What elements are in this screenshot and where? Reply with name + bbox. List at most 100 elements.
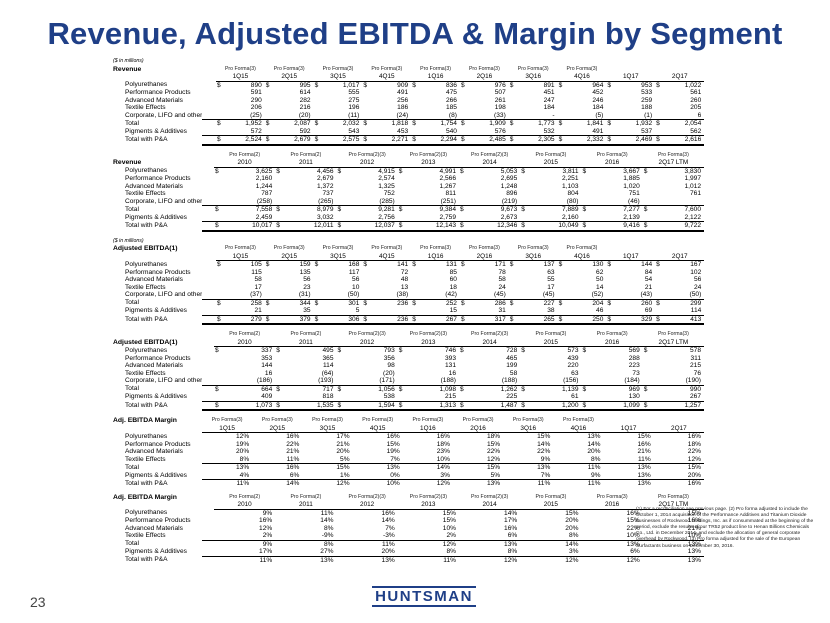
value-cell: 267 — [689, 393, 701, 400]
lead-cell — [202, 548, 214, 556]
lead-cell — [202, 261, 216, 269]
currency-symbol — [453, 448, 462, 456]
table-grid: Pro Forma(2) Pro Forma(2) Pro Forma(2)(3) P… — [113, 152, 704, 232]
value-cell: 12% — [468, 555, 521, 564]
currency-symbol — [275, 190, 284, 198]
value-cell: 13% — [651, 555, 704, 564]
value-cell: 1,020 — [623, 182, 640, 190]
currency-symbol — [459, 183, 468, 191]
currency-symbol — [252, 479, 262, 488]
currency-symbol — [520, 370, 529, 378]
currency-symbol — [411, 112, 420, 120]
value-cell: 186 — [397, 104, 409, 111]
value-cell: 964 — [592, 81, 604, 89]
value-cell: 21% — [637, 448, 651, 455]
currency-symbol — [403, 433, 412, 441]
currency-symbol — [362, 128, 371, 136]
currency-symbol — [603, 463, 613, 472]
value-cell: (24) — [396, 111, 409, 119]
currency-symbol — [353, 441, 362, 449]
value-cell: 18 — [449, 283, 457, 291]
value-cell: 507 — [494, 89, 506, 96]
currency-symbol — [403, 441, 412, 449]
value-cell: 16% — [386, 433, 400, 440]
proforma-label: Pro Forma(2) — [229, 331, 261, 337]
value-cell: 2,756 — [378, 213, 395, 221]
value-cell: 2,566 — [439, 175, 456, 182]
proforma-label: Pro Forma(3) — [468, 245, 500, 251]
proforma-label: Pro Forma(2)(3) — [409, 331, 447, 337]
value-cell: 14% — [320, 517, 334, 524]
value-cell: 452 — [592, 89, 604, 96]
table-rev-q: ($ in millions) Revenue Pro Forma(3) Pro Fo… — [113, 58, 705, 146]
currency-symbol: $ — [520, 400, 530, 411]
value-cell: 167 — [690, 261, 702, 268]
currency-symbol: $ — [275, 221, 285, 232]
currency-symbol — [214, 214, 223, 222]
currency-symbol — [459, 555, 468, 564]
period-header-row: Revenue 2010 2011 2012 2013 2014 2015 2016 2Q17 … — [113, 159, 704, 168]
currency-symbol — [604, 448, 613, 456]
slide-title: Revenue, Adjusted EBITDA & Margin by Seg… — [47, 16, 783, 51]
value-cell: 8% — [323, 524, 334, 532]
lead-spacer — [202, 501, 214, 509]
currency-symbol: $ — [521, 347, 525, 354]
currency-symbol: $ — [362, 314, 372, 325]
yr-spacer — [113, 501, 202, 509]
value-cell: 311 — [690, 354, 701, 362]
value-cell: 27% — [320, 548, 334, 555]
lead-spacer — [202, 66, 216, 74]
value-cell: 19% — [236, 440, 250, 448]
value-cell: 409 — [261, 393, 273, 400]
currency-symbol — [302, 433, 311, 441]
value-cell: 15% — [442, 517, 456, 524]
value-cell: 10,049 — [529, 221, 582, 232]
value-cell: 2,679 — [316, 175, 334, 182]
currency-symbol — [653, 479, 663, 488]
currency-symbol — [314, 269, 323, 277]
table-row: Corporate, LIFO and other (186) (193) (171)… — [113, 377, 704, 385]
lead-cell — [202, 355, 214, 363]
value-cell: 15% — [626, 517, 640, 524]
value-cell: 1,909 — [468, 119, 509, 128]
value-cell: (20) — [383, 369, 395, 377]
currency-symbol — [362, 97, 371, 105]
value-cell: (5) — [595, 111, 604, 119]
currency-symbol: $ — [411, 314, 421, 325]
value-cell: 13% — [687, 548, 701, 555]
units-note: ($ in millions) — [113, 58, 144, 64]
currency-symbol — [643, 370, 652, 378]
currency-symbol: $ — [336, 400, 346, 411]
currency-symbol — [503, 479, 513, 488]
proforma-label: Pro Forma(3) — [211, 417, 243, 423]
period-label: 2Q15 — [264, 252, 314, 261]
currency-symbol: $ — [459, 314, 469, 325]
row-label: Pigments & Additives — [125, 548, 187, 556]
table-margin-q: Adj. EBITDA Margin Pro Forma(3) Pro Forma(… — [113, 417, 704, 488]
table-grid: Adj. EBITDA Margin Pro Forma(2) Pro Forma(… — [113, 493, 704, 564]
value-cell: 3,811 — [562, 167, 579, 175]
currency-symbol — [214, 525, 223, 533]
value-cell: 953 — [641, 81, 653, 89]
value-cell: 737 — [322, 190, 334, 197]
value-cell: 14% — [381, 517, 395, 524]
lead-cell — [202, 532, 214, 540]
value-cell: 73 — [632, 369, 640, 377]
currency-symbol — [214, 532, 223, 540]
proforma-label: Pro Forma(3) — [596, 493, 628, 500]
value-cell: (251) — [440, 197, 456, 205]
table-row: Polyurethanes $105 $159 $168 $141 $131 $171 $13… — [113, 261, 704, 269]
currency-symbol — [460, 269, 469, 277]
value-cell: 20% — [687, 471, 701, 479]
currency-symbol: $ — [520, 384, 530, 393]
value-cell: 58 — [254, 276, 262, 283]
huntsman-logo: HUNTSMAN — [369, 586, 479, 612]
value-cell: 16% — [662, 479, 704, 488]
value-cell: 11% — [345, 539, 398, 548]
period-label: 2010 — [214, 159, 276, 168]
currency-symbol: $ — [264, 119, 274, 128]
currency-symbol — [459, 517, 468, 525]
value-cell: 131 — [444, 362, 456, 369]
currency-symbol: $ — [606, 119, 616, 128]
proforma-label: Pro Forma(3) — [657, 331, 689, 337]
